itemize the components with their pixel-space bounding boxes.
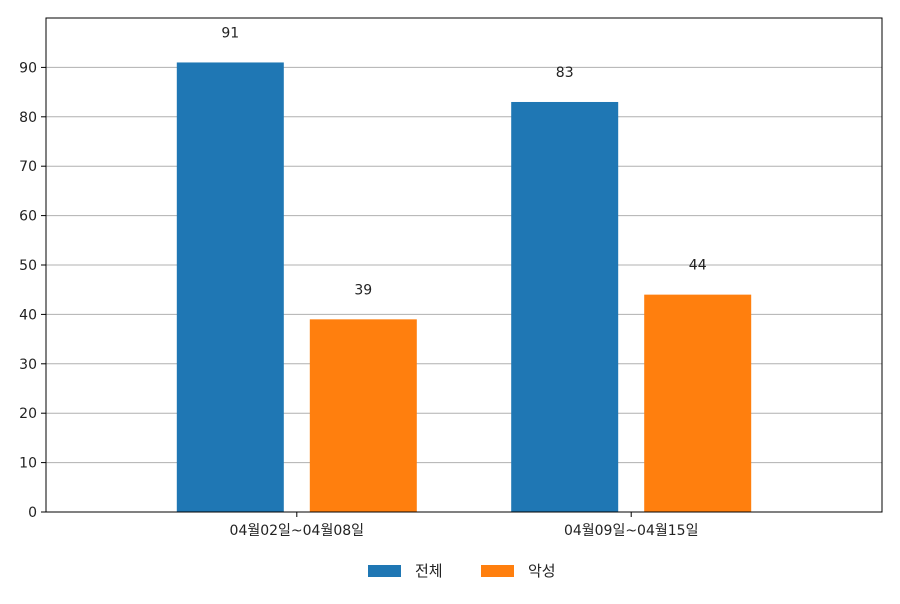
y-tick-label: 70: [19, 159, 37, 175]
y-tick-label: 80: [19, 110, 37, 126]
bar-total-0: [176, 62, 284, 513]
data-label: 44: [689, 258, 707, 274]
y-tick-label: 50: [19, 258, 37, 274]
grid-lines: [46, 66, 882, 464]
y-tick-label: 10: [19, 456, 37, 472]
legend-label: 전체: [415, 562, 443, 580]
x-axis-ticks: 04월02일~04월08일 04월09일~04월15일: [230, 512, 699, 539]
legend-swatch: [368, 565, 401, 577]
y-tick-label: 30: [19, 357, 37, 373]
bar-malicious-0: [309, 319, 417, 512]
data-labels: 91 39 83 44: [221, 25, 706, 298]
y-axis-ticks: 0 10 20 30 40 50 60 70 80 90: [19, 60, 46, 521]
legend-label: 악성: [528, 562, 556, 580]
legend: 전체 악성: [368, 562, 556, 580]
bar-malicious-1: [644, 294, 752, 512]
y-tick-label: 40: [19, 307, 37, 323]
x-tick-label: 04월09일~04월15일: [564, 523, 699, 539]
data-label: 83: [556, 65, 574, 81]
y-tick-label: 20: [19, 406, 37, 422]
x-tick-label: 04월02일~04월08일: [230, 523, 365, 539]
bar-total-1: [511, 101, 619, 512]
data-label: 39: [354, 282, 372, 298]
bars: [176, 62, 752, 513]
y-tick-label: 0: [28, 505, 37, 521]
y-tick-label: 60: [19, 209, 37, 225]
legend-swatch: [481, 565, 514, 577]
y-tick-label: 90: [19, 60, 37, 76]
data-label: 91: [221, 25, 239, 41]
